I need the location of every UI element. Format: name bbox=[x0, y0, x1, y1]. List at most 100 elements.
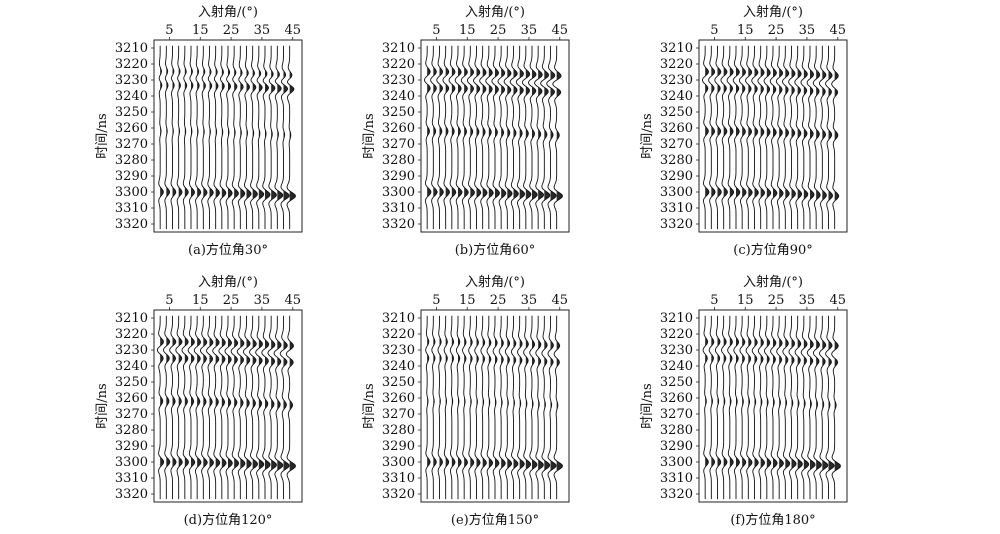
trace-line bbox=[825, 45, 833, 230]
trace-fill bbox=[209, 315, 214, 500]
trace-fill bbox=[513, 315, 518, 500]
y-tick-label: 3300 bbox=[115, 185, 148, 200]
trace-line bbox=[708, 315, 715, 500]
x-tick-label: 35 bbox=[521, 293, 538, 308]
trace-fill bbox=[550, 45, 557, 230]
x-axis-label: 入射角/(°) bbox=[465, 4, 525, 20]
x-tick-label: 25 bbox=[768, 23, 785, 38]
trace-line bbox=[782, 45, 790, 230]
y-tick-label: 3240 bbox=[115, 359, 148, 374]
gather-panel-2: 入射角/(°) 5 15 25 35 45 3210 3220 3230 3240 3250 3260… bbox=[362, 0, 617, 264]
x-axis-label: 入射角/(°) bbox=[743, 274, 803, 290]
trace-line bbox=[230, 315, 240, 500]
y-tick-label: 3250 bbox=[660, 375, 693, 390]
y-tick-label: 3320 bbox=[660, 487, 693, 502]
trace-line bbox=[188, 45, 195, 230]
trace-fill bbox=[271, 315, 277, 500]
trace-fill bbox=[464, 45, 469, 230]
trace-fill bbox=[834, 315, 841, 500]
y-tick-label: 3300 bbox=[660, 455, 693, 470]
trace-fill bbox=[791, 315, 797, 500]
trace-line bbox=[818, 45, 827, 230]
y-tick-label: 3310 bbox=[660, 471, 693, 486]
trace-line bbox=[156, 315, 165, 500]
trace-line bbox=[812, 45, 821, 230]
gather-svg: 入射角/(°) 5 15 25 35 45 321032203230324032503260… bbox=[95, 4, 303, 258]
trace-line bbox=[425, 315, 431, 500]
trace-fill bbox=[723, 315, 727, 500]
trace-line bbox=[261, 315, 271, 500]
trace-line bbox=[169, 315, 177, 500]
trace-line bbox=[769, 45, 778, 230]
plot-frame bbox=[420, 39, 570, 233]
x-tick-label: 25 bbox=[490, 293, 507, 308]
trace-line bbox=[285, 315, 297, 500]
trace-fill bbox=[525, 315, 531, 500]
y-tick-label: 3250 bbox=[382, 105, 415, 120]
gather-panel-6: 入射角/(°) 5 15 25 35 45 3210 3220 3230 3240 3250 3260… bbox=[640, 270, 895, 534]
trace-line bbox=[788, 45, 796, 230]
trace-line bbox=[250, 45, 258, 230]
trace-line bbox=[770, 315, 778, 500]
y-tick-label: 3210 bbox=[660, 41, 693, 56]
y-tick-label: 3240 bbox=[382, 89, 415, 104]
trace-line bbox=[553, 315, 564, 500]
trace-line bbox=[794, 315, 803, 500]
trace-fill bbox=[271, 45, 277, 230]
y-tick-label: 3210 bbox=[115, 41, 148, 56]
trace-line bbox=[751, 315, 759, 500]
x-tick-label: 5 bbox=[165, 293, 173, 308]
y-tick-label: 3290 bbox=[660, 439, 693, 454]
trace-line bbox=[517, 315, 525, 500]
trace-line bbox=[479, 45, 488, 230]
trace-fill bbox=[433, 45, 438, 230]
y-tick-label: 3220 bbox=[660, 327, 693, 342]
trace-line bbox=[279, 315, 290, 500]
trace-line bbox=[158, 45, 164, 230]
trace-fill bbox=[556, 45, 563, 230]
trace-fill bbox=[246, 315, 252, 500]
trace-fill bbox=[476, 45, 481, 230]
trace-line bbox=[473, 45, 482, 230]
x-tick-label: 15 bbox=[192, 293, 209, 308]
trace-fill bbox=[754, 315, 759, 500]
gather-svg: 入射角/(°) 5 15 25 35 45 321032203230324032503260… bbox=[640, 274, 848, 528]
trace-fill bbox=[488, 45, 494, 230]
y-tick-label: 3320 bbox=[382, 217, 415, 232]
trace-line bbox=[739, 315, 747, 500]
gather-svg: 入射角/(°) 5 15 25 35 45 321032203230324032503260… bbox=[362, 4, 570, 258]
trace-fill bbox=[445, 45, 450, 230]
trace-line bbox=[224, 315, 233, 500]
trace-line bbox=[485, 45, 494, 230]
panel-caption: (c)方位角90° bbox=[733, 242, 812, 258]
y-tick-label: 3290 bbox=[382, 169, 415, 184]
y-tick-label: 3270 bbox=[382, 137, 415, 152]
trace-fill bbox=[717, 315, 721, 500]
y-tick-label: 3220 bbox=[382, 57, 415, 72]
trace-line bbox=[757, 315, 766, 500]
trace-line bbox=[794, 45, 803, 230]
trace-line bbox=[819, 315, 829, 500]
trace-fill bbox=[495, 45, 500, 230]
trace-line bbox=[442, 45, 451, 230]
y-tick-label: 3260 bbox=[115, 391, 148, 406]
trace-fill bbox=[822, 315, 828, 500]
trace-line bbox=[831, 45, 840, 230]
trace-fill bbox=[513, 45, 519, 230]
x-axis-label: 入射角/(°) bbox=[743, 4, 803, 20]
x-tick-label: 45 bbox=[829, 293, 846, 308]
trace-line bbox=[256, 45, 265, 230]
trace-line bbox=[806, 315, 816, 500]
trace-line bbox=[199, 315, 208, 500]
y-tick-label: 3210 bbox=[382, 41, 415, 56]
y-tick-label: 3320 bbox=[660, 217, 693, 232]
trace-line bbox=[218, 315, 227, 500]
trace-fill bbox=[773, 315, 778, 500]
trace-fill bbox=[748, 315, 753, 500]
plot-frame bbox=[153, 309, 303, 503]
trace-fill bbox=[265, 315, 271, 500]
trace-fill bbox=[178, 45, 182, 230]
y-tick-label: 3230 bbox=[660, 73, 693, 88]
trace-line bbox=[529, 315, 538, 500]
trace-line bbox=[455, 315, 462, 500]
